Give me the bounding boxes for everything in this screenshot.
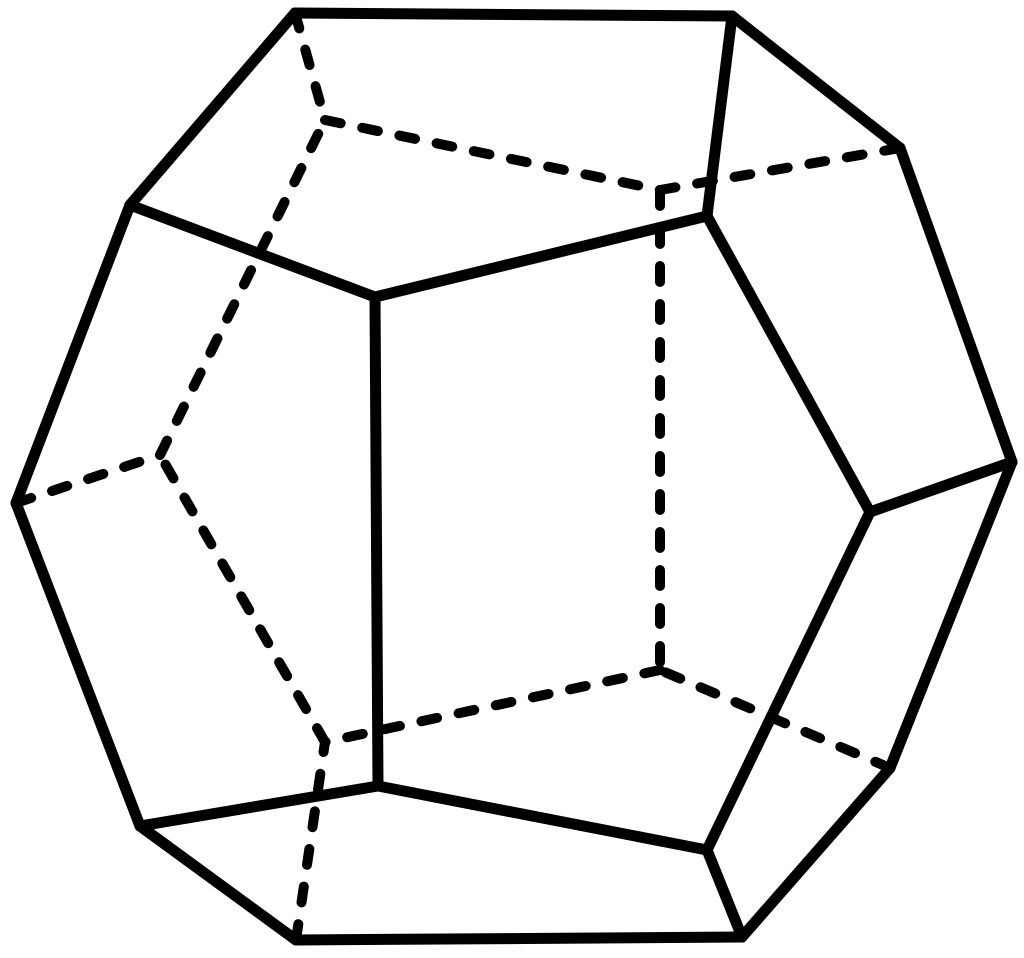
visible-edge-bl	[701, 10, 738, 222]
hidden-edge-ap	[290, 8, 330, 125]
visible-edge-jk	[124, 199, 381, 303]
visible-edge-bc	[726, 10, 906, 154]
visible-edge-gh	[134, 820, 302, 946]
visible-edge-ab	[289, 7, 738, 22]
visible-edge-de	[884, 456, 1018, 774]
visible-edge-hi	[10, 497, 146, 832]
visible-edge-ij	[10, 199, 136, 509]
visible-edge-dm	[864, 456, 1018, 518]
visible-edge-no	[372, 780, 713, 856]
visible-edges	[10, 7, 1018, 946]
hidden-edge-tr	[155, 450, 330, 747]
hidden-edge-rp	[155, 115, 330, 460]
visible-edge-fg	[290, 931, 748, 946]
hidden-edge-gt	[291, 737, 330, 945]
visible-edge-ho	[134, 780, 384, 832]
visible-edge-ok	[369, 291, 384, 792]
visible-edge-lm	[701, 210, 876, 518]
visible-edge-ef	[736, 762, 896, 943]
visible-edge-mn	[701, 506, 876, 856]
visible-edge-kl	[369, 210, 713, 303]
visible-edge-ja	[124, 7, 301, 211]
hidden-edge-ir	[11, 450, 165, 508]
visible-edge-fn	[701, 844, 748, 943]
visible-edge-cd	[894, 142, 1018, 468]
hidden-edge-cq	[655, 143, 905, 195]
hidden-edge-pq	[320, 115, 665, 195]
